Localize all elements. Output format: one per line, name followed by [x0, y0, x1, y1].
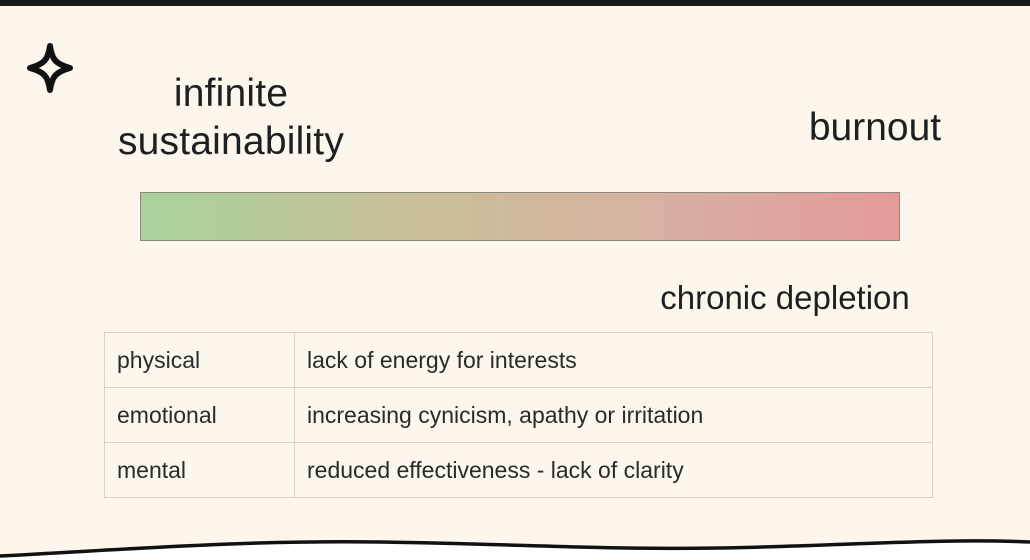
- table-row: mental reduced effectiveness - lack of c…: [104, 442, 933, 498]
- spectrum-left-label-line-1: infinite: [173, 72, 289, 115]
- spectrum-left-label-line-2: sustainability: [117, 120, 345, 163]
- table-cell-description: increasing cynicism, apathy or irritatio…: [294, 387, 933, 443]
- symptom-table: physical lack of energy for interests em…: [104, 332, 933, 498]
- table-cell-description: reduced effectiveness - lack of clarity: [294, 442, 933, 498]
- table-cell-category: physical: [104, 332, 295, 388]
- table-cell-category: emotional: [104, 387, 295, 443]
- table-cell-category: mental: [104, 442, 295, 498]
- sparkle-icon: [27, 43, 73, 93]
- table-cell-description: lack of energy for interests: [294, 332, 933, 388]
- top-border: [0, 0, 1030, 6]
- spectrum-right-label: burnout: [808, 106, 942, 149]
- spectrum-gradient-bar: [140, 192, 900, 241]
- table-row: physical lack of energy for interests: [104, 332, 933, 388]
- table-row: emotional increasing cynicism, apathy or…: [104, 387, 933, 443]
- spectrum-bottom-label: chronic depletion: [660, 279, 910, 316]
- spectrum-left-label: infinite sustainability: [86, 70, 376, 166]
- bottom-wave-border: [0, 539, 1030, 560]
